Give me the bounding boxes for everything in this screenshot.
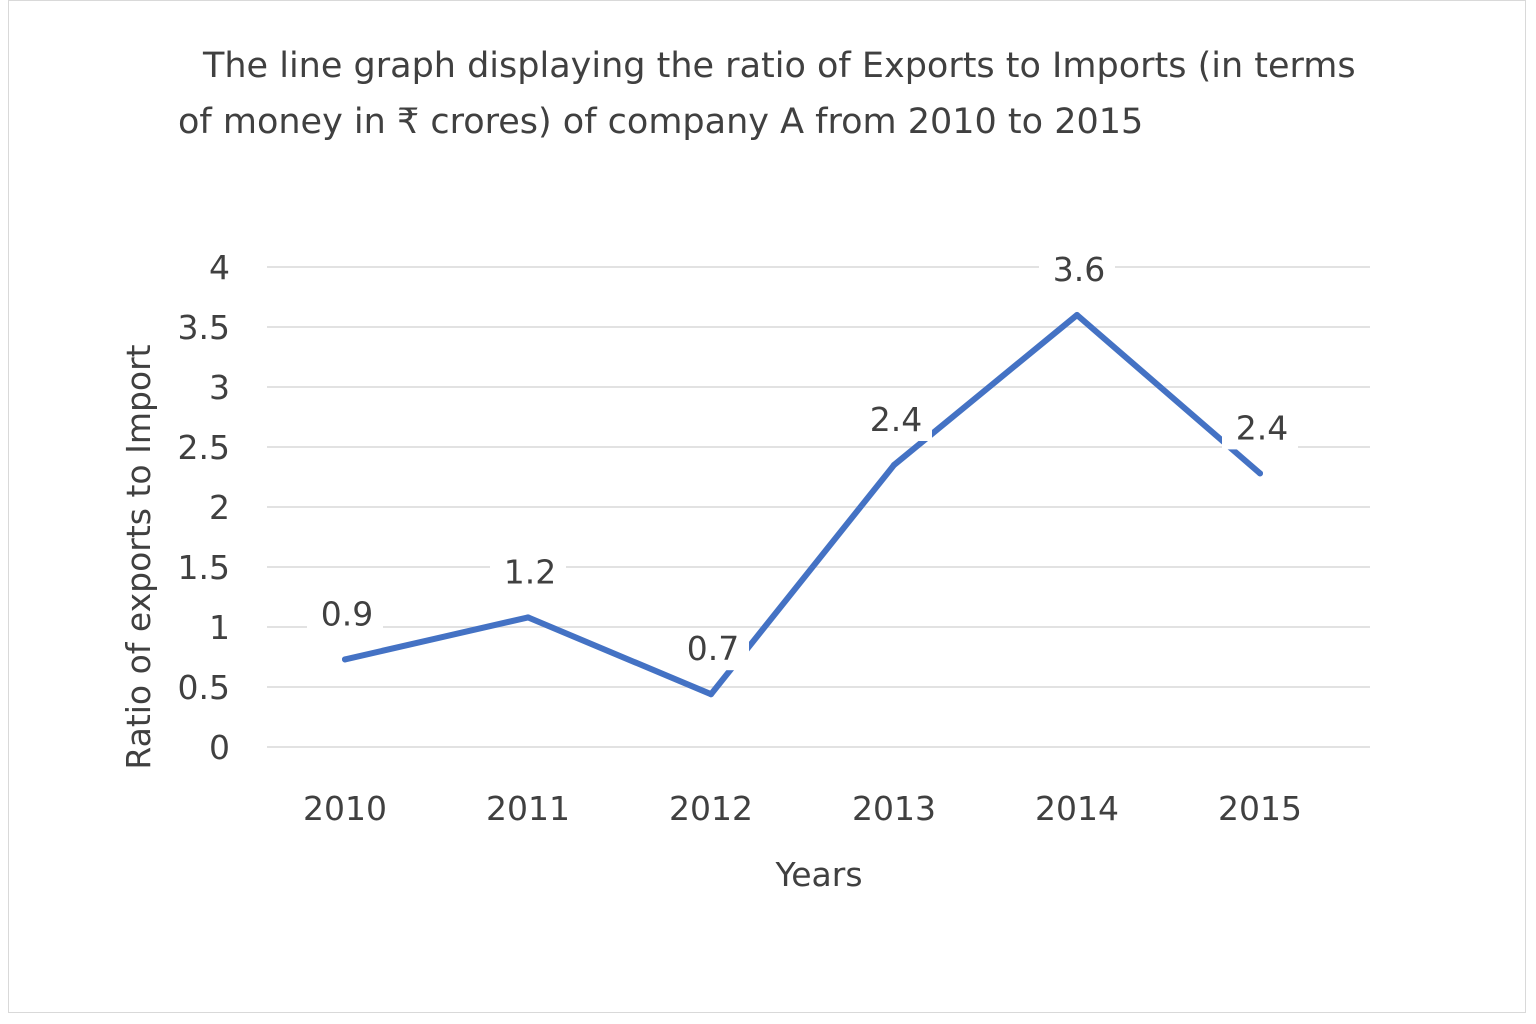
data-label: 1.2	[504, 552, 556, 591]
data-label: 3.6	[1053, 250, 1105, 289]
data-label: 0.9	[321, 594, 373, 633]
data-label-background	[1222, 411, 1298, 450]
data-label-background	[1039, 253, 1115, 291]
y-tick-label: 1	[209, 608, 230, 647]
y-tick-label: 2.5	[178, 428, 230, 467]
data-point	[1257, 470, 1263, 477]
x-tick-label: 2010	[303, 789, 387, 828]
y-tick-label: 3.5	[178, 308, 230, 347]
x-tick-label: 2015	[1218, 789, 1302, 828]
x-tick-label: 2013	[852, 789, 936, 828]
y-tick-label: 2	[209, 488, 230, 527]
data-point	[1074, 312, 1080, 318]
x-axis-label: Years	[774, 855, 862, 894]
y-axis-label: Ratio of exports to Import	[119, 344, 158, 769]
data-point	[525, 614, 531, 621]
data-label-background	[490, 555, 566, 594]
x-tick-label: 2011	[486, 789, 570, 828]
data-label-background	[673, 632, 749, 671]
y-tick-label: 0	[209, 728, 230, 767]
data-label-background	[307, 597, 383, 636]
data-label: 2.4	[1236, 408, 1288, 447]
y-tick-label: 3	[209, 368, 230, 407]
y-tick-label: 0.5	[178, 668, 230, 707]
data-label: 0.7	[687, 629, 739, 668]
y-tick-label: 4	[209, 248, 230, 287]
data-point	[342, 656, 348, 663]
data-label-background	[856, 403, 932, 441]
data-label: 2.4	[870, 400, 922, 439]
x-tick-label: 2012	[669, 789, 753, 828]
chart-title-line-2: of money in ₹ crores) of company A from …	[178, 102, 1144, 142]
chart-title: The line graph displaying the ratio of E…	[178, 38, 1398, 150]
data-point	[708, 691, 714, 698]
data-point	[891, 462, 897, 468]
series-line	[342, 312, 1263, 698]
chart-frame	[8, 0, 1526, 1013]
y-tick-label: 1.5	[178, 548, 230, 587]
chart-title-line-1: The line graph displaying the ratio of E…	[203, 46, 1356, 86]
x-tick-label: 2014	[1035, 789, 1119, 828]
